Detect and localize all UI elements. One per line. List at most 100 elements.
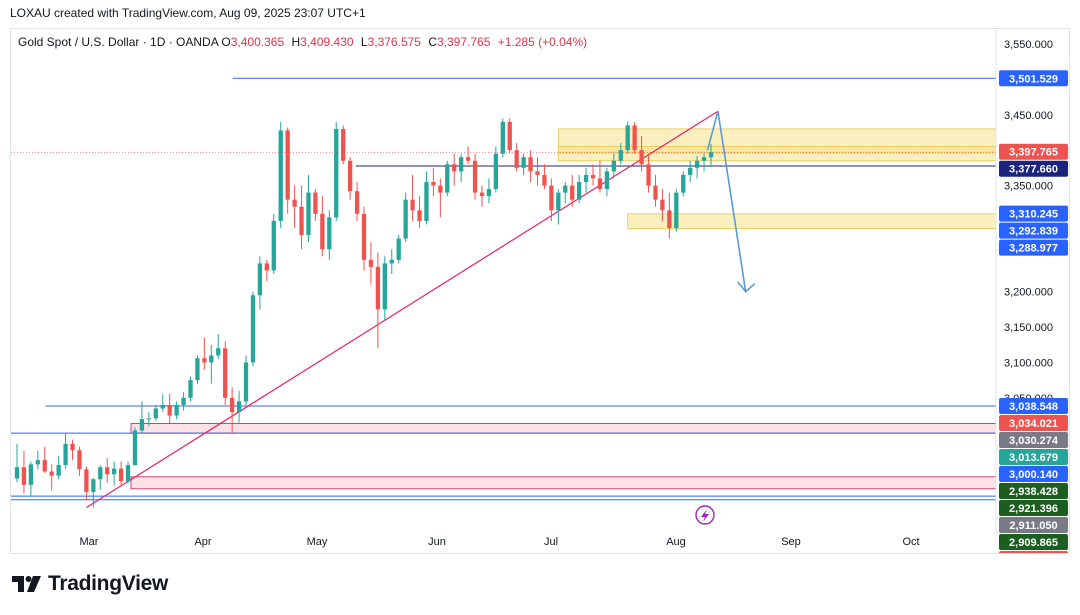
candle bbox=[660, 189, 665, 221]
candle bbox=[597, 160, 603, 193]
candle bbox=[528, 150, 533, 182]
lightning-icon-bolt bbox=[701, 509, 709, 522]
candle bbox=[694, 155, 700, 179]
candle bbox=[410, 174, 415, 221]
price-badge-bg bbox=[999, 397, 1068, 414]
candle bbox=[49, 464, 54, 491]
price-labels: 3,501.529 3,397.765 3,377.660 3,310.245 3,29… bbox=[999, 70, 1068, 553]
candlestick-chart[interactable]: 3,550.000 3,450.000 3,350.000 3,200.000 3,15… bbox=[11, 29, 1069, 553]
candle bbox=[667, 192, 672, 239]
projection-arrow bbox=[706, 111, 747, 292]
price-badge: 3,013.679 bbox=[999, 448, 1068, 465]
candle-body bbox=[292, 199, 297, 207]
candle bbox=[118, 461, 124, 487]
open-label: O bbox=[221, 35, 231, 49]
candle-body bbox=[56, 465, 61, 476]
candle-body bbox=[306, 192, 311, 236]
price-badge-text: 3,030.274 bbox=[1009, 435, 1059, 447]
candle-body bbox=[327, 217, 332, 250]
zone-rect bbox=[557, 128, 997, 162]
candle-body bbox=[452, 164, 457, 172]
high-value: 3,409.430 bbox=[300, 35, 354, 49]
candle bbox=[500, 118, 505, 158]
candle-body bbox=[590, 174, 596, 179]
time-axis[interactable]: Mar Apr May Jun Jul Aug Sep Oct bbox=[80, 536, 920, 548]
candle bbox=[507, 118, 512, 154]
candle bbox=[618, 143, 623, 165]
candle-body bbox=[70, 443, 75, 451]
candle-body bbox=[285, 130, 290, 200]
candle-body bbox=[216, 348, 221, 356]
candle bbox=[361, 206, 367, 271]
candle bbox=[105, 458, 110, 483]
candle bbox=[403, 192, 408, 243]
tradingview-brand[interactable]: TradingView bbox=[12, 572, 168, 596]
candle-body bbox=[174, 404, 179, 416]
candle bbox=[375, 252, 381, 349]
candle-body bbox=[84, 469, 89, 492]
candle-body bbox=[14, 467, 20, 479]
candle bbox=[590, 164, 596, 186]
candle-body bbox=[153, 408, 158, 419]
time-tick-label: Jul bbox=[544, 536, 558, 548]
candle-body bbox=[341, 128, 346, 161]
candle-body bbox=[299, 206, 304, 236]
price-badge-bg bbox=[999, 160, 1068, 177]
candle bbox=[708, 143, 714, 168]
candle-body bbox=[229, 397, 235, 412]
candle-body bbox=[708, 152, 714, 158]
candle bbox=[465, 146, 471, 165]
candle-body bbox=[625, 125, 630, 151]
candle bbox=[257, 256, 263, 310]
candle bbox=[42, 446, 47, 473]
candle bbox=[535, 157, 540, 186]
candle bbox=[382, 256, 387, 320]
price-badge: 3,288.977 bbox=[999, 239, 1068, 256]
candle-body bbox=[334, 128, 339, 218]
candle-body bbox=[438, 185, 443, 193]
candle bbox=[639, 136, 644, 172]
chart-frame[interactable]: 3,550.000 3,450.000 3,350.000 3,200.000 3,15… bbox=[10, 28, 1070, 554]
price-tick-label: 3,450.000 bbox=[1004, 110, 1053, 122]
candle-body bbox=[320, 213, 325, 250]
candle-body bbox=[223, 348, 228, 398]
candle bbox=[306, 174, 311, 243]
candle bbox=[236, 390, 242, 423]
candle-body bbox=[660, 199, 665, 211]
candles-layer bbox=[14, 118, 714, 508]
candle-body bbox=[694, 160, 700, 168]
candle-body bbox=[146, 418, 152, 420]
candle bbox=[153, 404, 158, 421]
candle-body bbox=[576, 182, 582, 200]
candle-body bbox=[514, 150, 519, 168]
candle-body bbox=[424, 182, 429, 221]
time-tick-label: Jun bbox=[428, 536, 446, 548]
candle bbox=[216, 334, 221, 359]
candle bbox=[632, 121, 637, 154]
candle bbox=[688, 160, 693, 182]
candle bbox=[223, 341, 228, 405]
candle-body bbox=[63, 443, 68, 466]
candle bbox=[368, 242, 374, 285]
candle bbox=[181, 392, 186, 411]
candle-body bbox=[112, 468, 117, 475]
candle bbox=[576, 174, 582, 204]
candle bbox=[327, 210, 332, 260]
candle bbox=[681, 171, 686, 197]
price-badge-text: 3,377.660 bbox=[1009, 164, 1058, 176]
candle-body bbox=[28, 464, 34, 485]
price-badge: 3,038.548 bbox=[999, 397, 1068, 414]
price-tick-label: 3,100.000 bbox=[1004, 357, 1053, 369]
candle-body bbox=[653, 185, 658, 200]
price-axis[interactable]: 3,550.000 3,450.000 3,350.000 3,200.000 3,15… bbox=[1004, 39, 1053, 405]
chart-credit: LOXAU created with TradingView.com, Aug … bbox=[10, 6, 366, 20]
candle-body bbox=[493, 153, 499, 190]
price-badge: 2,921.396 bbox=[999, 499, 1068, 516]
price-badge-text: 3,310.245 bbox=[1009, 209, 1058, 221]
candle-body bbox=[500, 121, 505, 154]
price-badge: 3,377.660 bbox=[999, 160, 1068, 177]
candle bbox=[243, 355, 249, 405]
price-badge-bg bbox=[999, 516, 1068, 533]
candle bbox=[431, 167, 436, 197]
candle bbox=[514, 143, 519, 172]
